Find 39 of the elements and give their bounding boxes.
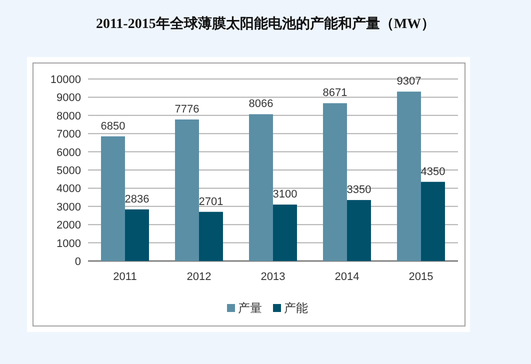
y-tick-label: 1000 (56, 238, 81, 250)
x-tick-label: 2014 (334, 271, 360, 283)
bar (249, 114, 273, 261)
y-tick-label: 5000 (56, 165, 81, 177)
y-tick-label: 4000 (56, 183, 81, 196)
data-label: 9307 (396, 76, 422, 88)
data-label: 2836 (124, 193, 150, 206)
y-tick-label: 2000 (56, 220, 81, 232)
data-label: 3350 (346, 184, 372, 196)
bar (347, 200, 371, 261)
chart-title: 2011-2015年全球薄膜太阳能电池的产能和产量（MW） (96, 15, 436, 32)
bar (397, 92, 421, 261)
y-tick-label: 7000 (56, 128, 81, 141)
data-label: 4350 (420, 166, 446, 178)
legend-label: 产能 (284, 301, 308, 315)
y-tick-label: 6000 (56, 146, 81, 159)
data-label: 2701 (198, 196, 224, 208)
y-tick-label: 0 (74, 256, 81, 268)
data-label: 7776 (174, 103, 200, 116)
data-label: 3100 (272, 188, 298, 201)
x-tick-label: 2011 (113, 271, 137, 283)
y-tick-label: 10000 (50, 74, 81, 86)
x-tick-label: 2012 (186, 271, 212, 283)
data-label: 8671 (322, 87, 348, 100)
legend-label: 产量 (238, 301, 262, 315)
bar (273, 204, 297, 261)
y-tick-label: 3000 (56, 201, 81, 214)
bar (125, 209, 149, 261)
bar (323, 103, 347, 261)
x-tick-label: 2015 (408, 271, 434, 283)
data-label: 6850 (100, 120, 126, 132)
bar (421, 182, 445, 261)
data-label: 8066 (248, 98, 274, 110)
y-tick-label: 9000 (56, 92, 81, 104)
y-tick-label: 8000 (56, 110, 81, 122)
bar (199, 212, 223, 261)
bar (101, 136, 125, 261)
bar (175, 119, 199, 261)
x-tick-label: 2013 (260, 271, 286, 283)
